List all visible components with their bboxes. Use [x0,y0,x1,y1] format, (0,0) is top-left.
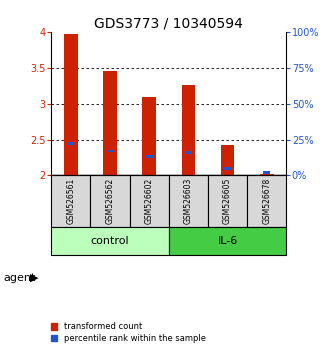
Bar [221,144,234,176]
Bar [224,167,231,170]
Bar [142,97,156,176]
Bar [169,176,208,227]
Legend: transformed count, percentile rank within the sample: transformed count, percentile rank withi… [47,319,209,346]
Text: agent: agent [3,273,36,283]
Bar [68,142,74,145]
Text: GSM526678: GSM526678 [262,178,271,224]
Text: GSM526561: GSM526561 [67,178,75,224]
Bar [51,176,90,227]
Title: GDS3773 / 10340594: GDS3773 / 10340594 [94,17,243,31]
Text: ▶: ▶ [30,273,38,283]
Text: GSM526603: GSM526603 [184,178,193,224]
Bar [260,174,274,176]
Bar [130,176,169,227]
Bar [181,85,195,176]
Text: GSM526562: GSM526562 [106,178,115,224]
Bar [247,176,286,227]
Text: GSM526602: GSM526602 [145,178,154,224]
Bar [51,227,169,255]
Text: control: control [91,236,129,246]
Text: GSM526605: GSM526605 [223,178,232,224]
Text: IL-6: IL-6 [217,236,238,246]
Bar [208,176,247,227]
Bar [64,34,78,176]
Bar [90,176,130,227]
Bar [169,227,286,255]
Bar [103,70,117,176]
Bar [146,155,153,158]
Bar [263,171,270,174]
Bar [185,151,192,154]
Bar [107,150,114,153]
